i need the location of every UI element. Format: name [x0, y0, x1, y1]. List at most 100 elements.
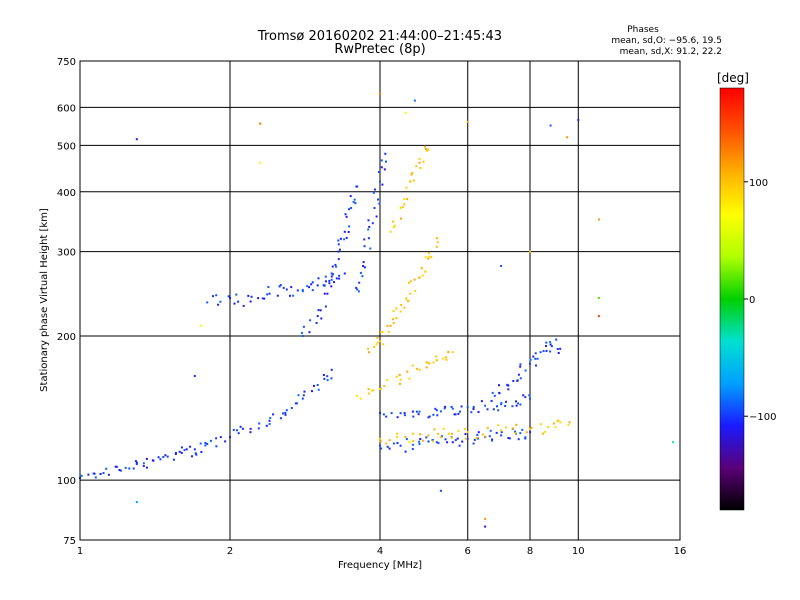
trace-point [382, 413, 385, 416]
trace-point [132, 467, 135, 470]
trace-point [450, 436, 453, 439]
trace-point [554, 426, 557, 429]
trace-point [473, 438, 476, 441]
trace-point [519, 403, 522, 406]
trace-point [400, 217, 402, 220]
trace-point [500, 429, 503, 432]
trace-point [359, 271, 362, 274]
trace-point [435, 245, 438, 248]
trace-point [195, 453, 198, 456]
trace-point [297, 394, 300, 397]
trace-point [505, 426, 507, 429]
trace-point [303, 390, 306, 393]
trace-point [508, 437, 511, 440]
x-axis-label: Frequency [MHz] [338, 560, 422, 571]
x-tick-label: 6 [465, 546, 471, 557]
trace-point [212, 295, 214, 298]
trace-point [119, 469, 122, 472]
trace-point [335, 277, 338, 280]
trace-point [406, 198, 409, 201]
trace-point [489, 429, 492, 432]
trace-point [237, 432, 240, 435]
trace-point [568, 421, 571, 424]
trace-point [290, 286, 293, 289]
trace-point [311, 281, 314, 284]
trace-point [491, 438, 493, 441]
trace-point [249, 427, 252, 430]
trace-point [519, 365, 522, 368]
trace-point [343, 238, 346, 241]
trace-point [424, 148, 427, 150]
trace-point [180, 451, 183, 454]
trace-point [458, 444, 461, 447]
trace-point [440, 435, 443, 438]
trace-point [229, 297, 231, 299]
grid-lines [80, 61, 680, 540]
trace-point [507, 437, 510, 439]
trace-point [529, 427, 531, 430]
trace-point [447, 351, 450, 353]
trace-point [114, 465, 117, 468]
trace-point [322, 374, 325, 376]
trace-point [399, 378, 402, 381]
trace-point [498, 391, 501, 394]
trace-point [428, 255, 431, 258]
trace-point [337, 258, 340, 261]
trace-point [359, 397, 362, 400]
trace-point [323, 377, 326, 380]
trace-point [301, 288, 304, 291]
trace-point [93, 472, 96, 475]
data-points [79, 93, 675, 528]
trace-point [515, 404, 518, 407]
trace-point [105, 467, 108, 470]
trace-point [405, 298, 408, 301]
outlier-point [413, 99, 416, 102]
trace-point [567, 424, 570, 426]
stats-o-line: mean, sd,O: −95.6, 19.5 [611, 36, 722, 46]
x-tick-label: 10 [572, 546, 585, 557]
trace-point [368, 225, 371, 228]
trace-point [367, 388, 370, 390]
trace-point [549, 350, 552, 353]
trace-point [317, 388, 320, 391]
trace-point [419, 167, 422, 169]
trace-point [135, 463, 138, 466]
trace-point [317, 309, 320, 312]
trace-point [178, 450, 181, 453]
trace-point [379, 180, 381, 183]
trace-point [164, 454, 167, 457]
trace-point [242, 304, 245, 307]
trace-point [419, 438, 422, 440]
trace-point [311, 390, 313, 393]
trace-point [399, 310, 402, 313]
trace-point [80, 474, 83, 477]
trace-point [504, 405, 507, 407]
trace-point [470, 411, 473, 414]
trace-point [343, 230, 346, 233]
trace-point [337, 239, 340, 242]
trace-point [418, 158, 421, 160]
trace-point [514, 430, 517, 433]
trace-point [237, 300, 240, 303]
trace-point [241, 427, 244, 430]
trace-point [367, 392, 370, 395]
trace-point [399, 207, 402, 209]
trace-point [557, 352, 560, 354]
trace-point [379, 411, 381, 414]
trace-point [348, 208, 351, 211]
trace-point [369, 247, 372, 250]
trace-point [401, 206, 404, 208]
trace-point [412, 179, 415, 182]
trace-point [500, 402, 503, 405]
outlier-point [529, 250, 531, 253]
trace-point [405, 186, 408, 189]
trace-point [316, 384, 319, 386]
trace-point [417, 413, 420, 416]
trace-point [424, 145, 426, 148]
trace-point [415, 410, 418, 413]
trace-point [472, 408, 475, 410]
trace-point [326, 292, 329, 295]
colorbar-tick-label: −100 [749, 412, 776, 423]
trace-point [370, 389, 373, 392]
